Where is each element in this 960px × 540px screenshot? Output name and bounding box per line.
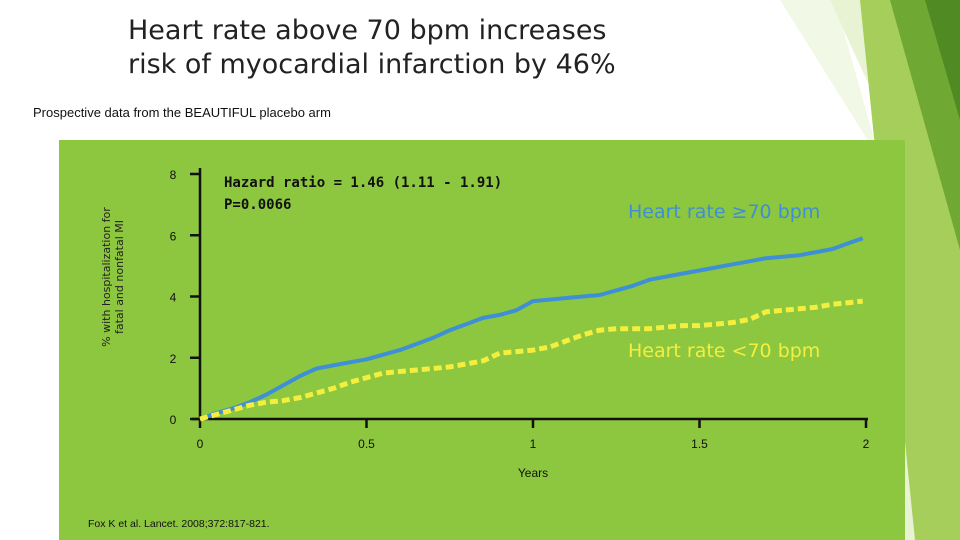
slide-title-line-2: risk of myocardial infarction by 46% [128,49,616,80]
y-tick-label: 0 [170,413,177,427]
legend-label-high-hr: Heart rate ≥70 bpm [628,201,821,223]
y-tick-label: 6 [170,229,177,243]
x-tick-label: 2 [863,437,870,451]
y-axis-label: % with hospitalization for fatal and non… [88,172,138,382]
x-tick-label: 1 [530,437,537,451]
y-axis-label-line-2: fatal and nonfatal MI [113,219,126,335]
x-axis-label: Years [518,466,548,480]
series-line-hr-low [199,298,863,422]
hazard-ratio-text: Hazard ratio = 1.46 (1.11 - 1.91) [224,175,503,191]
p-value-text: P=0.0066 [224,197,292,213]
y-tick-label: 4 [170,291,177,305]
line-chart: 0 2 4 6 8 0 0.5 1 1.5 2 Years [170,168,870,480]
y-axis-label-line-1: % with hospitalization for [100,207,113,347]
x-tick-label: 0.5 [358,437,375,451]
legend-label-low-hr: Heart rate <70 bpm [628,340,821,362]
hazard-ratio-annotation: Hazard ratio = 1.46 (1.11 - 1.91) P=0.00… [224,172,502,216]
series-line-hr-high [199,236,864,421]
x-tick-label: 0 [197,437,204,451]
y-tick-label: 8 [170,168,177,182]
y-tick-label: 2 [170,352,177,366]
citation: Fox K et al. Lancet. 2008;372:817-821. [88,518,270,530]
slide-title-line-1: Heart rate above 70 bpm increases [128,15,607,46]
slide-subtitle: Prospective data from the BEAUTIFUL plac… [33,105,331,120]
slide-title: Heart rate above 70 bpm increases risk o… [128,14,688,82]
x-tick-label: 1.5 [691,437,708,451]
